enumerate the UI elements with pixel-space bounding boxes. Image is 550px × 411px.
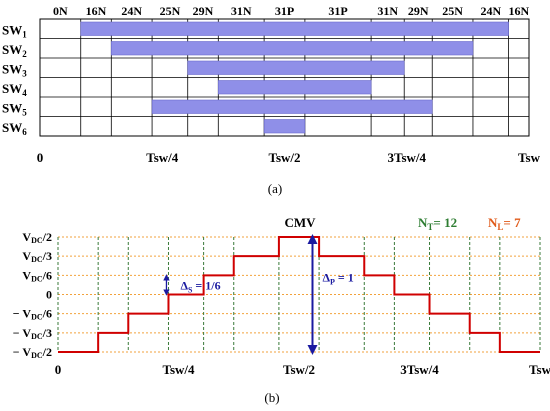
x-tick-label: 0 [55,362,62,377]
level-label: 0 [46,288,52,302]
panel-a-switching-pattern: 0N 16N 24N 25N 29N 31N 31P 31P 31N 29N 25N 24N 16N S… [2,4,541,196]
x-tick-label: 0 [37,150,44,165]
x-tick-label: Tsw [529,362,550,377]
state-label: 31P [328,4,347,18]
state-label: 31P [275,4,294,18]
level-label: − VDC/2 [13,345,52,360]
caption-b: (b) [264,390,279,405]
cmv-grid [57,236,541,353]
level-label: VDC/3 [22,249,52,264]
x-tick-label: 3Tsw/4 [400,362,439,377]
level-label: VDC/2 [22,230,52,245]
level-label: − VDC/6 [13,307,52,322]
x-tick-label: 3Tsw/4 [387,150,426,165]
state-label: 31N [377,4,398,18]
level-label: − VDC/3 [13,326,52,341]
x-tick-label: Tsw/4 [162,362,195,377]
state-label: 31N [231,4,252,18]
x-tick-labels-a: 0 Tsw/4 Tsw/2 3Tsw/4 Tsw [37,150,541,165]
level-labels: VDC/2 VDC/3 VDC/6 0 − VDC/6 − VDC/3 − VDC/2 [13,230,52,360]
state-label: 25N [442,4,463,18]
state-label: 25N [160,4,181,18]
state-label: 16N [508,4,529,18]
switching-bars [80,21,509,134]
cmv-line [58,236,540,353]
switch-bar [187,60,405,75]
x-tick-label: Tsw/2 [268,150,300,165]
switch-labels: SW1 SW2 SW3 SW4 SW5 SW6 [2,23,27,138]
nl-label: NL= 7 [488,215,521,232]
state-label: 29N [408,4,429,18]
x-tick-labels-b: 0 Tsw/4 Tsw/2 3Tsw/4 Tsw [55,362,550,377]
cmv-title: CMV [284,215,316,230]
state-label: 29N [193,4,214,18]
switch-bar [217,80,372,95]
delta-s-label: ΔS = 1/6 [180,278,220,294]
x-tick-label: Tsw [518,150,541,165]
delta-annotations: ΔS = 1/6 ΔP = 1 [163,234,354,355]
switch-label: SW1 [2,23,27,40]
switch-label: SW2 [2,42,27,59]
level-label: VDC/6 [22,268,52,283]
cmv-waveform [58,236,540,353]
x-tick-label: Tsw/2 [283,362,315,377]
switch-bar [80,21,509,36]
state-label: 0N [53,4,68,18]
x-tick-label: Tsw/4 [146,150,179,165]
switch-bar [263,119,306,134]
switch-bar [151,99,433,114]
state-label: 24N [121,4,142,18]
switch-label: SW6 [2,120,27,137]
panel-b-cmv-waveform: CMV NT= 12 NL= 7 VDC/2 VDC/3 VDC/6 0 − VDC/6 −… [13,215,550,405]
state-label: 16N [86,4,107,18]
state-label: 24N [480,4,501,18]
nt-nl-labels: NT= 12 NL= 7 [418,215,521,232]
switch-bar [110,41,474,56]
switching-grid [39,18,530,137]
nt-label: NT= 12 [418,215,457,232]
state-labels: 0N 16N 24N 25N 29N 31N 31P 31P 31N 29N 25N 24N 16N [53,4,529,18]
delta-p-label: ΔP = 1 [322,270,353,286]
caption-a: (a) [268,181,282,196]
switch-label: SW4 [2,81,27,98]
switch-label: SW5 [2,101,27,118]
switch-label: SW3 [2,62,27,79]
